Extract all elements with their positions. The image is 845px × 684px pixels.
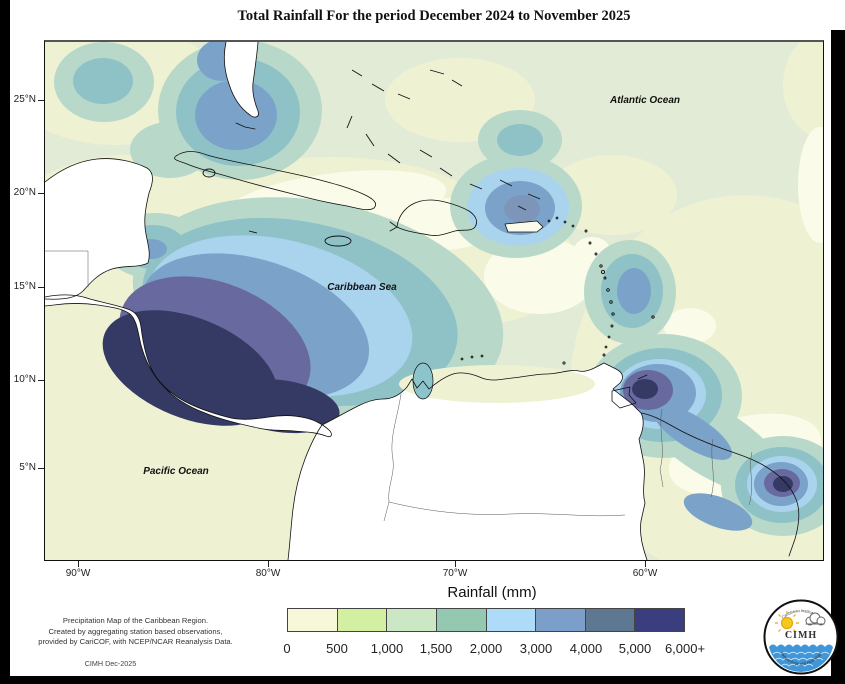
lat-label-5n: 5°N <box>19 462 36 473</box>
lat-tick <box>38 100 44 101</box>
cuba-outline <box>174 150 377 211</box>
bahamas-outlines <box>248 69 541 234</box>
legend-swatch-4 <box>486 609 537 631</box>
legend-tick-6000: 6,000+ <box>664 641 706 656</box>
frame-right <box>831 30 845 676</box>
frame-left <box>0 0 10 684</box>
jamaica-outline <box>324 235 352 247</box>
map-canvas: Atlantic Ocean Caribbean Sea Pacific Oce… <box>0 25 845 620</box>
legend-tick-500: 500 <box>326 641 348 656</box>
puerto-rico-fill <box>505 221 543 232</box>
caribbean-sea-label: Caribbean Sea <box>327 282 397 293</box>
cimh-date-stamp: CIMH Dec-2025 <box>84 659 137 668</box>
frame-bottom <box>0 676 845 684</box>
atlantic-ocean-label: Atlantic Ocean <box>609 95 680 106</box>
trinidad-outline <box>611 386 637 409</box>
venezuela-lowrain-overlay <box>399 365 595 403</box>
pacific-ocean-label: Pacific Ocean <box>143 466 209 477</box>
cloud-icon <box>805 612 826 626</box>
legend-swatch-0 <box>288 609 338 631</box>
florida-land <box>224 42 259 118</box>
legend-tick-1000: 1,000 <box>370 641 404 656</box>
attribution-line: Precipitation Map of the Caribbean Regio… <box>62 616 209 625</box>
isla-juventud-outline <box>202 168 216 178</box>
lon-tick <box>455 561 456 567</box>
legend-swatch-7 <box>635 609 684 631</box>
lon-label-60w: 60°W <box>632 568 658 579</box>
map-title: Total Rainfall For the period December 2… <box>237 8 631 24</box>
legend-swatch-3 <box>436 609 487 631</box>
water-waves <box>769 644 833 672</box>
coastlines <box>44 41 800 561</box>
islands <box>174 69 655 409</box>
lat-tick <box>38 193 44 194</box>
attribution-line: provided by CariCOF, with NCEP/NCAR Rean… <box>38 637 233 647</box>
lon-tick <box>268 561 269 567</box>
legend-color-scale <box>287 608 685 632</box>
legend-tick-2000: 2,000 <box>469 641 503 656</box>
rainfall-contour-map: Atlantic Ocean Caribbean Sea Pacific Oce… <box>0 25 845 620</box>
legend-swatch-1 <box>337 609 388 631</box>
landmasses <box>45 42 647 560</box>
puerto-rico-outline <box>504 220 544 233</box>
attribution-line: Created by aggregating station based obs… <box>48 626 223 636</box>
lon-label-90w: 90°W <box>65 568 91 579</box>
lon-label-70w: 70°W <box>442 568 468 579</box>
lon-tick <box>645 561 646 567</box>
lat-label-25n: 25°N <box>13 94 36 105</box>
lat-label-10n: 10°N <box>13 374 36 385</box>
south-america-land <box>288 363 647 560</box>
legend-swatch-2 <box>387 609 437 631</box>
legend-swatch-6 <box>585 609 636 631</box>
attribution-text: Precipitation Map of the Caribbean Regio… <box>28 616 243 648</box>
sun-icon <box>775 611 799 635</box>
lat-label-20n: 20°N <box>13 187 36 198</box>
legend-tick-3000: 3,000 <box>519 641 553 656</box>
central-america-land <box>45 294 332 437</box>
lon-label-80w: 80°W <box>255 568 281 579</box>
legend-title: Rainfall (mm) <box>447 584 537 601</box>
cimh-logo: Caribbean Institute for CIMH Meteorology… <box>763 599 839 675</box>
logo-acronym: CIMH <box>785 630 817 641</box>
legend-tick-5000: 5,000 <box>618 641 652 656</box>
lesser-antilles-outlines <box>460 216 655 365</box>
lat-tick <box>38 380 44 381</box>
mexico-yucatan-land <box>45 158 153 300</box>
ocean-labels: Atlantic Ocean Caribbean Sea Pacific Oce… <box>143 95 680 477</box>
lat-label-15n: 15°N <box>13 281 36 292</box>
legend-tick-0: 0 <box>283 641 291 656</box>
legend-swatch-5 <box>536 609 586 631</box>
lon-tick <box>78 561 79 567</box>
lat-tick <box>38 468 44 469</box>
legend-tick-4000: 4,000 <box>569 641 603 656</box>
lat-tick <box>38 287 44 288</box>
legend-tick-1500: 1,500 <box>419 641 453 656</box>
hispaniola-outline <box>396 199 477 236</box>
